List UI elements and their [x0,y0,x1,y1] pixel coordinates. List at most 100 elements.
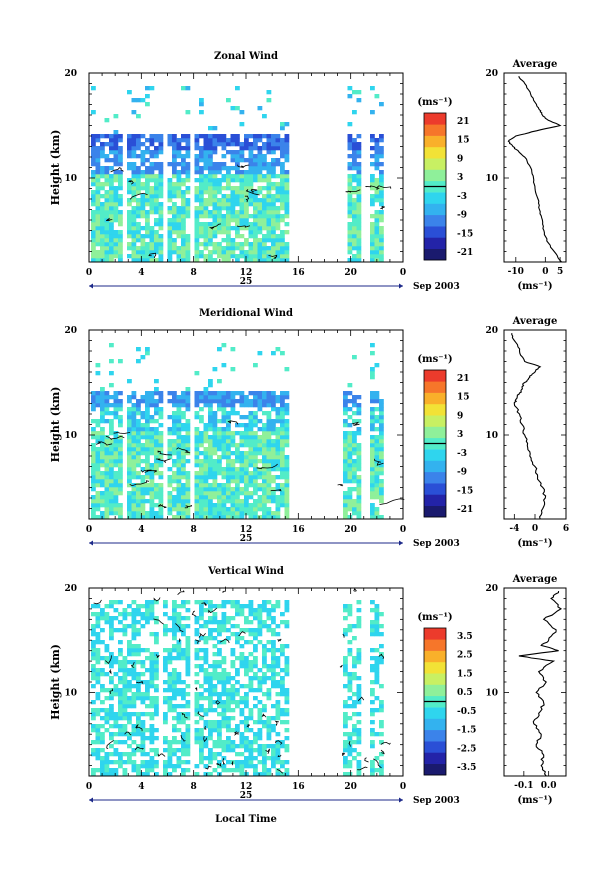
heatmap-cell [379,238,384,243]
heatmap-cell [172,768,177,773]
heatmap-cell [158,471,164,476]
heatmap-cell [185,210,191,215]
heatmap-cell [140,511,146,516]
heatmap-cell [131,700,137,705]
heatmap-cell [356,503,362,508]
heatmap-cell [239,656,245,661]
heatmap-cell [104,258,110,263]
heatmap-cell [127,760,132,765]
heatmap-cell [343,511,348,516]
heatmap-cell [131,728,137,733]
heatmap-cell [149,660,155,665]
heatmap-cell [145,166,150,171]
heatmap-cell [374,427,380,432]
heatmap-cell [284,210,290,215]
heatmap-cell [217,664,222,669]
heatmap-cell [109,439,114,444]
heatmap-cell [136,435,141,440]
heatmap-cell [257,230,263,235]
heatmap-cell [266,98,272,103]
heatmap-cell [352,475,357,480]
heatmap-cell [271,162,276,167]
heatmap-cell [199,483,204,488]
heatmap-cell [244,443,249,448]
heatmap-cell [275,407,281,412]
heatmap-cell [194,206,200,211]
heatmap-cell [145,696,150,701]
heatmap-cell [118,158,123,163]
heatmap-cell [181,166,186,171]
heatmap-cell [244,455,249,460]
heatmap-cell [257,503,263,508]
contour-line [181,712,188,719]
heatmap-cell [257,391,263,396]
heatmap-cell [374,656,380,661]
heatmap-cell [257,459,263,464]
heatmap-cell [149,483,155,488]
heatmap-cell [145,704,150,709]
heatmap-cell [280,483,285,488]
heatmap-cell [239,628,245,633]
heatmap-cell [145,435,150,440]
heatmap-cell [217,218,222,223]
heatmap-cell [100,491,105,496]
heatmap-cell [343,668,348,673]
heatmap-cell [253,166,258,171]
heatmap-cell [212,146,218,151]
heatmap-cell [356,234,362,239]
heatmap-cell [379,411,384,416]
heatmap-cell [235,728,240,733]
contour-line [148,252,157,259]
heatmap-cell [181,222,186,227]
heatmap-cell [230,431,236,436]
heatmap-cell [266,511,272,516]
heatmap-cell [154,138,159,143]
heatmap-cell [95,652,101,657]
heatmap-cell [176,182,182,187]
heatmap-cell [136,443,141,448]
heatmap-cell [271,640,276,645]
x-tick-label: 0 [86,782,92,792]
heatmap-cell [145,218,150,223]
heatmap-cell [154,503,159,508]
heatmap-cell [226,507,231,512]
heatmap-cell [145,230,150,235]
heatmap-cell [95,748,101,753]
heatmap-cell [149,391,155,396]
contour-line [208,607,218,614]
heatmap-cell [149,150,155,155]
heatmap-cell [212,206,218,211]
x-tick-label: 8 [191,525,197,535]
heatmap-cell [131,503,137,508]
heatmap-cell [199,134,204,139]
heatmap-cell [275,218,281,223]
heatmap-cell [127,154,132,159]
heatmap-cell [109,499,114,504]
heatmap-cell [262,507,267,512]
heatmap-cell [185,716,191,721]
heatmap-cell [91,419,96,424]
heatmap-cell [185,616,191,621]
heatmap-cell [271,676,276,681]
heatmap-cell [113,254,119,259]
heatmap-cell [172,194,177,199]
heatmap-cell [217,491,222,496]
heatmap-cell [374,479,380,484]
heatmap-cell [167,680,173,685]
heatmap-cell [95,740,101,745]
heatmap-cell [149,479,155,484]
heatmap-cell [212,138,218,143]
heatmap-cell [163,612,168,617]
heatmap-cell [136,608,141,613]
heatmap-cell [113,447,119,452]
heatmap-cell [113,210,119,215]
heatmap-cell [167,138,173,143]
heatmap-cell [149,716,155,721]
average-y-tick-label: 10 [485,431,498,441]
heatmap-cell [280,487,285,492]
heatmap-cell [212,676,218,681]
heatmap-cell [212,431,218,436]
heatmap-cell [248,503,254,508]
heatmap-cell [226,427,231,432]
heatmap-cell [239,684,245,689]
